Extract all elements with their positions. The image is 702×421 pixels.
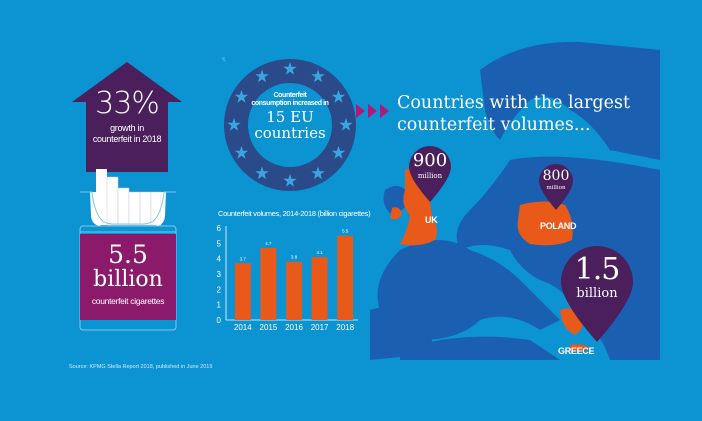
chevrons-icon	[356, 104, 389, 118]
x-tick-label: 2018	[336, 323, 354, 332]
map-pin-icon	[409, 146, 451, 202]
uk-pin-value: 900	[412, 150, 448, 171]
greece-pin-value: 1.5	[574, 252, 621, 287]
cigarette-pack-icon	[79, 169, 177, 331]
chart-bar	[337, 235, 354, 320]
uk-label: UK	[425, 215, 438, 225]
growth-label-line2: counterfeit in 2018	[92, 134, 162, 144]
eu-stars-badge-icon	[222, 57, 356, 191]
bar-value-label: 5.5	[342, 229, 349, 234]
uk-pin-unit: million	[417, 172, 443, 180]
chart-title: Counterfeit volumes, 2014-2018 (billion …	[218, 209, 371, 218]
x-tick-label: 2016	[285, 323, 303, 332]
growth-arrow-icon	[72, 62, 182, 172]
y-tick-label: 1	[217, 301, 222, 310]
bar-chart: 0 1 2 3 4 5 6 3.7 2014 4.7 2015 3.8 2016 4.1 2017 5.5 20…	[217, 224, 358, 332]
y-tick-label: 3	[217, 270, 222, 279]
x-tick-label: 2015	[260, 323, 278, 332]
poland-pin-unit: million	[546, 185, 566, 191]
y-tick-label: 6	[217, 224, 222, 233]
map-title-line2: counterfeit volumes...	[397, 115, 591, 135]
map-title: Countries with the largest counterfeit v…	[397, 92, 630, 136]
x-tick-label: 2014	[234, 323, 252, 332]
total-unit: billion	[93, 267, 163, 292]
map-pin-icon	[561, 246, 633, 342]
y-tick-label: 4	[217, 255, 222, 264]
eu-headline-line2: countries	[254, 124, 326, 142]
poland-pin-value: 800	[542, 168, 570, 184]
x-tick-label: 2017	[311, 323, 329, 332]
y-tick-label: 5	[217, 239, 222, 248]
eu-caption-line1: Counterfeit	[273, 92, 307, 99]
growth-percent: 33%	[95, 86, 160, 121]
europe-map	[370, 41, 660, 360]
greece-pin-unit: billion	[576, 286, 618, 301]
growth-label-line1: growth in	[110, 123, 144, 133]
poland-label: POLAND	[540, 221, 577, 231]
y-tick-label: 2	[217, 285, 222, 294]
chart-bar	[260, 247, 277, 320]
chart-bar	[286, 261, 302, 320]
bar-value-label: 4.7	[265, 241, 272, 246]
bar-value-label: 3.7	[240, 256, 247, 261]
eu-badge-caption: Counterfeit consumption increased in	[246, 92, 334, 108]
greece-label: GREECE	[558, 346, 595, 356]
chart-bar	[234, 263, 251, 320]
eu-caption-line2: consumption increased in	[251, 100, 329, 107]
eu-badge-headline: 15 EU countries	[246, 109, 334, 141]
bar-value-label: 4.1	[316, 250, 323, 255]
y-tick-label: 0	[217, 316, 222, 325]
source-note: Source: KPMG Stella Report 2018, publish…	[69, 364, 213, 370]
bar-value-label: 3.8	[291, 255, 298, 260]
growth-label: growth in counterfeit in 2018	[72, 123, 182, 145]
total-number: 5.5	[108, 240, 148, 269]
map-pin-icon	[539, 164, 573, 210]
eu-headline-line1: 15 EU	[266, 108, 314, 126]
total-label: counterfeit cigarettes	[91, 296, 165, 306]
map-title-line1: Countries with the largest	[397, 93, 630, 113]
chart-bar	[311, 257, 328, 320]
